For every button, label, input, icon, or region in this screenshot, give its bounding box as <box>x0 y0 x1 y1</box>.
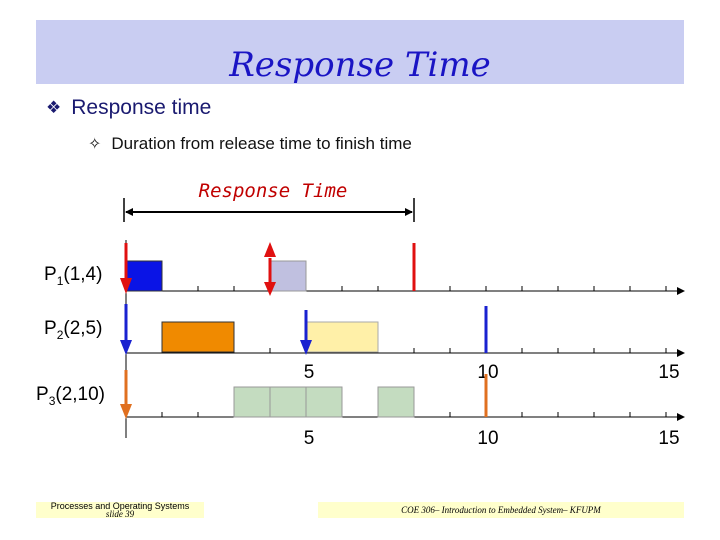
process-subscript: 1 <box>56 273 64 288</box>
process-label-p1: P1(1,4) <box>44 264 102 288</box>
p1-release-arrow-4-tophead <box>264 242 276 257</box>
p3-release-arrow-0-head <box>120 404 132 419</box>
title-bar: Response Time <box>36 20 684 84</box>
p1-release-arrow-0-head <box>120 278 132 294</box>
release-arrows <box>120 242 488 419</box>
star-bullet-icon: ✧ <box>88 136 102 153</box>
process-params: (2,10) <box>55 384 106 405</box>
p1-exec-block-2 <box>269 260 307 292</box>
p2-release-arrow-5-head <box>300 340 312 355</box>
p1-release-arrow-4-head <box>264 282 276 296</box>
process-params: (1,4) <box>63 264 103 285</box>
response-time-bracket <box>123 198 415 222</box>
slide-title: Response Time <box>229 45 491 85</box>
process-label-p3: P3(2,10) <box>36 384 105 408</box>
process-name: P <box>44 318 57 339</box>
tick-label-15-upper: 15 <box>658 362 680 383</box>
p2-exec-block-2 <box>305 321 379 353</box>
footer-course: Processes and Operating Systems <box>50 501 190 511</box>
process-subscript: 2 <box>56 327 64 342</box>
process-name: P <box>44 264 57 285</box>
bullet-sub: ✧ Duration from release time to finish t… <box>88 134 412 154</box>
p3-exec-block-1 <box>233 386 271 418</box>
bullet-main-text: Response time <box>71 96 212 119</box>
process-label-p2: P2(2,5) <box>44 318 102 342</box>
p1-timeline <box>125 260 685 295</box>
bullet-sub-text: Duration from release time to finish tim… <box>111 134 412 153</box>
footer-left: Processes and Operating Systems slide 39 <box>36 501 204 519</box>
p3-exec-block-3 <box>305 386 343 418</box>
tick-label-5-upper: 5 <box>303 362 315 383</box>
p2-timeline <box>126 321 685 357</box>
tick-label-10-lower: 10 <box>477 428 499 449</box>
diamond-bullet-icon: ❖ <box>46 98 62 117</box>
response-time-annotation: Response Time <box>198 180 348 202</box>
process-name: P <box>36 384 49 405</box>
p1-exec-block-1 <box>125 260 163 292</box>
footer-slide-number: slide 39 <box>105 509 135 519</box>
p2-release-arrow-0-head <box>120 340 132 355</box>
tick-label-15-lower: 15 <box>658 428 680 449</box>
tick-label-10-upper: 10 <box>477 362 499 383</box>
footer-right: COE 306– Introduction to Embedded System… <box>318 502 684 518</box>
p3-exec-block-2 <box>269 386 307 418</box>
p2-ticks <box>161 348 667 353</box>
tick-label-5-lower: 5 <box>303 428 315 449</box>
process-params: (2,5) <box>63 318 103 339</box>
p3-timeline <box>126 386 685 421</box>
process-subscript: 3 <box>48 393 56 408</box>
p2-exec-block-1 <box>161 321 235 353</box>
bullet-main: ❖ Response time <box>46 96 211 120</box>
p3-exec-block-4 <box>377 386 415 418</box>
